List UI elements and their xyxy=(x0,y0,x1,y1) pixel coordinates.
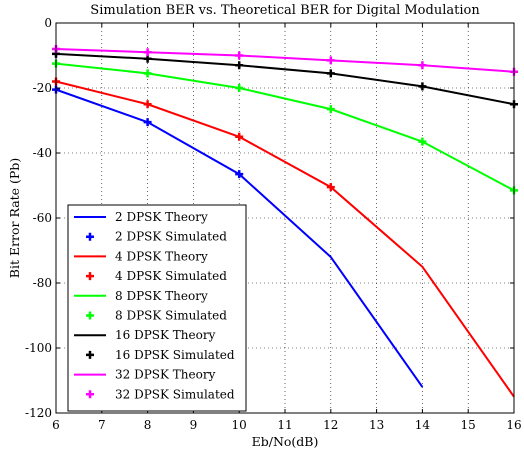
legend-label: 2 DPSK Simulated xyxy=(115,230,227,244)
legend-marker-swatch xyxy=(86,311,94,320)
legend-label: 32 DPSK Theory xyxy=(115,368,216,382)
legend-marker-swatch xyxy=(86,272,94,281)
series-line xyxy=(55,48,515,73)
data-point-marker xyxy=(326,69,335,78)
series-line xyxy=(55,52,515,106)
y-axis-title: Bit Error Rate (Pb) xyxy=(7,158,22,278)
x-tick-label: 12 xyxy=(323,418,338,432)
data-point-marker xyxy=(235,84,244,92)
x-tick-label: 15 xyxy=(461,418,476,432)
legend-marker-swatch xyxy=(86,390,94,399)
data-point-marker xyxy=(418,61,427,70)
data-point-marker xyxy=(326,56,335,65)
x-tick-label: 16 xyxy=(506,418,521,432)
y-tick-label: -100 xyxy=(25,341,52,355)
data-point-marker xyxy=(235,170,244,179)
data-point-marker xyxy=(235,51,244,60)
y-tick-label: -60 xyxy=(33,211,52,225)
data-point-marker xyxy=(326,105,335,114)
x-tick-label: 6 xyxy=(52,418,60,432)
legend-label: 16 DPSK Theory xyxy=(115,328,216,342)
x-tick-label: 8 xyxy=(144,418,152,432)
y-tick-label: -80 xyxy=(33,276,52,290)
legend-label: 4 DPSK Theory xyxy=(115,249,208,263)
series-line xyxy=(55,80,515,398)
tick-labels: 6 7 8 9 10 11 12 13 14 15 16 0 -20 -40 -60 -80 -100 -120 xyxy=(25,16,522,432)
legend-marker-swatch xyxy=(86,350,94,359)
y-tick-label: -20 xyxy=(33,81,52,95)
series-line xyxy=(55,62,515,192)
x-tick-label: 7 xyxy=(98,418,106,432)
data-point-marker xyxy=(235,132,244,141)
data-point-marker xyxy=(143,100,152,109)
legend-label: 16 DPSK Simulated xyxy=(115,348,235,362)
data-point-marker xyxy=(143,118,152,127)
data-point-marker xyxy=(235,61,244,70)
legend: 2 DPSK Theory 2 DPSK Simulated 4 DPSK Theo… xyxy=(67,204,247,412)
y-tick-label: 0 xyxy=(44,16,52,30)
legend-label: 8 DPSK Simulated xyxy=(115,309,227,323)
legend-box xyxy=(67,204,247,412)
x-axis-title: Eb/No(dB) xyxy=(252,434,319,449)
legend-label: 32 DPSK Simulated xyxy=(115,387,235,401)
legend-marker-swatch xyxy=(86,232,94,241)
data-point-marker xyxy=(143,69,152,78)
data-point-marker xyxy=(418,82,427,91)
x-tick-label: 9 xyxy=(190,418,198,432)
x-tick-label: 10 xyxy=(232,418,247,432)
series-layer xyxy=(52,45,518,398)
y-tick-label: -40 xyxy=(33,146,52,160)
x-tick-label: 11 xyxy=(277,418,292,432)
legend-label: 4 DPSK Simulated xyxy=(115,269,227,283)
data-point-marker xyxy=(326,183,335,192)
x-tick-label: 14 xyxy=(415,418,431,432)
chart-title: Simulation BER vs. Theoretical BER for D… xyxy=(90,3,480,18)
y-tick-label: -120 xyxy=(25,406,52,420)
data-point-marker xyxy=(143,48,152,57)
legend-label: 8 DPSK Theory xyxy=(115,289,208,303)
data-point-marker xyxy=(418,137,427,146)
legend-label: 2 DPSK Theory xyxy=(115,210,208,224)
x-tick-label: 13 xyxy=(369,418,384,432)
